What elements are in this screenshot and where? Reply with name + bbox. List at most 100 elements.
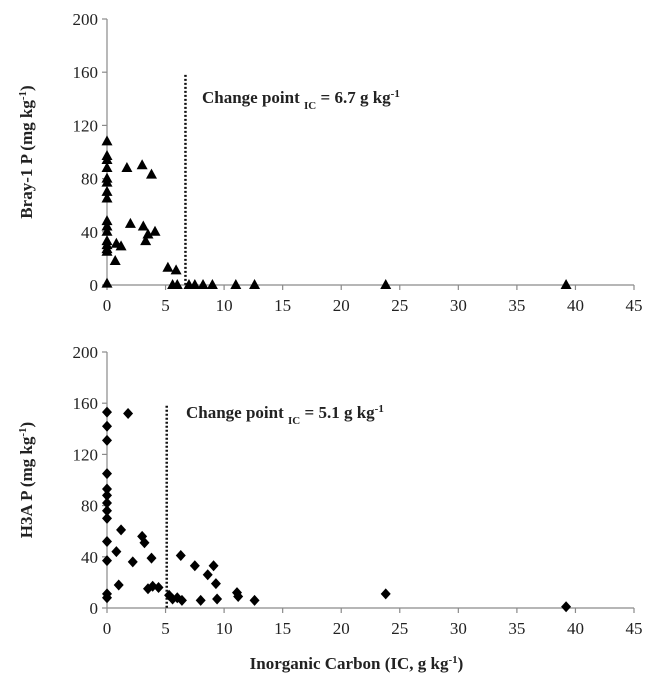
annotation-value: = 5.1 g kg [300, 403, 375, 422]
y-axis-label: Bray-1 P (mg kg-1) [17, 85, 36, 218]
y-tick-label: 80 [81, 170, 98, 189]
data-point-diamond [102, 497, 112, 509]
data-point-triangle [560, 279, 572, 289]
data-point-diamond [233, 590, 244, 602]
x-tick-label: 25 [391, 619, 408, 638]
data-point-triangle [149, 225, 161, 236]
y-tick-label: 160 [73, 394, 99, 413]
x-tick-label: 25 [391, 296, 408, 315]
data-point-triangle [189, 279, 201, 289]
data-point-triangle [230, 279, 242, 289]
x-axis-label-superscript: -1 [449, 654, 458, 666]
data-point-diamond [176, 594, 187, 606]
data-point-triangle [146, 168, 158, 179]
x-tick-label: 30 [450, 619, 467, 638]
data-point-diamond [208, 560, 219, 572]
data-point-diamond [380, 588, 391, 600]
y-tick-label: 200 [73, 343, 99, 362]
x-tick-label: 20 [333, 619, 350, 638]
y-axis-label-superscript: -1 [17, 91, 29, 100]
x-tick-label: 45 [626, 619, 643, 638]
data-point-triangle [137, 220, 149, 231]
x-tick-label: 5 [161, 619, 170, 638]
y-axis-label-text-end: ) [17, 422, 36, 428]
data-point-triangle [206, 279, 218, 289]
x-tick-label: 5 [161, 296, 170, 315]
x-tick-label: 30 [450, 296, 467, 315]
data-point-triangle [170, 264, 182, 275]
h3a-p-panel: 0 40 80 120 160 200 0 5 10 15 20 25 30 35 40 45 H3A P (m… [17, 343, 643, 673]
y-tick-label: 40 [81, 548, 98, 567]
y-axis-label-superscript: -1 [17, 427, 29, 436]
bray1-p-panel: 0 40 80 120 160 200 0 5 10 15 20 25 30 35 40 45 Bray-1 P… [17, 10, 643, 315]
change-point-annotation: Change point IC = 5.1 g kg-1 [186, 403, 384, 427]
x-tick-label: 0 [103, 296, 112, 315]
data-point-triangle [101, 225, 113, 236]
data-point-diamond [111, 546, 122, 558]
data-point-triangle [142, 228, 154, 239]
data-point-diamond [127, 556, 138, 568]
data-point-diamond [153, 582, 164, 594]
data-point-diamond [102, 505, 112, 517]
data-point-diamond [195, 594, 206, 606]
annotation-value: = 6.7 g kg [316, 88, 391, 107]
data-point-diamond [561, 601, 572, 613]
data-point-triangle [136, 159, 148, 170]
data-point-diamond [175, 550, 186, 562]
data-point-diamond [212, 593, 223, 605]
x-tick-label: 35 [508, 296, 525, 315]
data-point-diamond [116, 524, 127, 536]
data-point-triangle [101, 135, 113, 146]
y-axis-label-text: Bray-1 P (mg kg [17, 100, 36, 219]
data-point-triangle [101, 176, 113, 187]
annotation-prefix: Change point [186, 403, 288, 422]
data-point-diamond [102, 434, 112, 446]
data-point-diamond [102, 406, 112, 418]
data-point-diamond [139, 537, 150, 549]
annotation-superscript: -1 [391, 88, 400, 100]
y-axis-label-text: H3A P (mg kg [17, 436, 36, 538]
data-point-triangle [380, 279, 392, 289]
x-axis-label-text: Inorganic Carbon (IC, g kg [250, 654, 449, 673]
data-point-triangle [124, 217, 136, 228]
data-point-triangle [101, 153, 113, 164]
data-point-triangle [121, 161, 133, 172]
data-point-triangle [101, 192, 113, 203]
data-point-triangle [109, 255, 121, 266]
data-point-triangle [249, 279, 261, 289]
x-tick-label: 0 [103, 619, 112, 638]
data-point-diamond [102, 512, 112, 524]
data-point-diamond [102, 592, 112, 604]
x-tick-label: 10 [216, 619, 233, 638]
x-tick-label: 35 [508, 619, 525, 638]
data-point-triangle [101, 215, 113, 226]
data-point-diamond [123, 407, 134, 419]
annotation-superscript: -1 [375, 403, 384, 415]
annotation-prefix: Change point [202, 88, 304, 107]
data-point-triangle [171, 279, 183, 289]
x-tick-label: 20 [333, 296, 350, 315]
data-point-triangle [101, 220, 113, 231]
y-tick-label: 160 [73, 63, 99, 82]
y-tick-label: 0 [90, 276, 99, 295]
change-point-annotation: Change point IC = 6.7 g kg-1 [202, 88, 400, 112]
x-tick-label: 15 [274, 619, 291, 638]
y-tick-label: 40 [81, 223, 98, 242]
data-point-diamond [102, 535, 112, 547]
data-point-diamond [102, 555, 112, 567]
data-point-triangle [162, 261, 174, 272]
y-axis-label-text-end: ) [17, 85, 36, 91]
data-point-triangle [115, 240, 127, 251]
y-tick-label: 120 [73, 445, 99, 464]
y-tick-label: 80 [81, 497, 98, 516]
data-point-diamond [102, 468, 112, 480]
annotation-subscript: IC [304, 100, 316, 112]
annotation-subscript: IC [288, 415, 300, 427]
y-tick-label: 120 [73, 116, 99, 135]
data-point-triangle [101, 161, 113, 172]
data-point-triangle [101, 185, 113, 196]
data-point-triangle [101, 245, 113, 256]
data-point-diamond [249, 594, 260, 606]
data-point-triangle [101, 277, 113, 288]
